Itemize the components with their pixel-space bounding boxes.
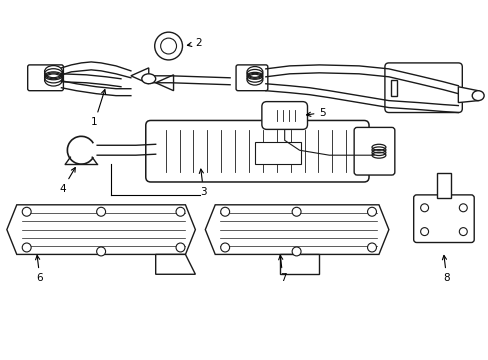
Polygon shape [131,68,148,84]
Circle shape [22,207,31,216]
Circle shape [97,207,105,216]
Circle shape [176,207,184,216]
Circle shape [291,207,301,216]
Text: 2: 2 [187,38,202,48]
Text: 3: 3 [199,169,206,197]
Bar [436,173,450,198]
Circle shape [176,243,184,252]
FancyBboxPatch shape [353,127,394,175]
Circle shape [22,243,31,252]
Circle shape [367,243,376,252]
Polygon shape [205,205,388,255]
FancyBboxPatch shape [236,65,267,91]
Circle shape [291,247,301,256]
Text: 4: 4 [60,168,75,194]
Polygon shape [457,87,477,103]
Circle shape [154,32,182,60]
Text: 1: 1 [91,90,105,127]
Ellipse shape [142,74,155,84]
FancyBboxPatch shape [28,65,63,91]
Polygon shape [155,75,173,91]
FancyBboxPatch shape [384,63,461,113]
Polygon shape [7,205,195,255]
FancyBboxPatch shape [413,195,473,243]
FancyBboxPatch shape [262,102,307,129]
Ellipse shape [471,91,483,100]
Text: 6: 6 [36,256,43,283]
Text: 7: 7 [278,256,286,283]
Polygon shape [279,255,319,274]
Polygon shape [155,255,195,274]
Bar [390,80,396,96]
Text: 8: 8 [442,256,449,283]
Circle shape [458,228,467,235]
Circle shape [220,207,229,216]
FancyBboxPatch shape [145,121,368,182]
Circle shape [97,247,105,256]
Circle shape [220,243,229,252]
Text: 5: 5 [306,108,325,117]
Circle shape [367,207,376,216]
Circle shape [420,204,427,212]
Circle shape [420,228,427,235]
Circle shape [458,204,467,212]
Bar [254,142,300,164]
Circle shape [161,38,176,54]
